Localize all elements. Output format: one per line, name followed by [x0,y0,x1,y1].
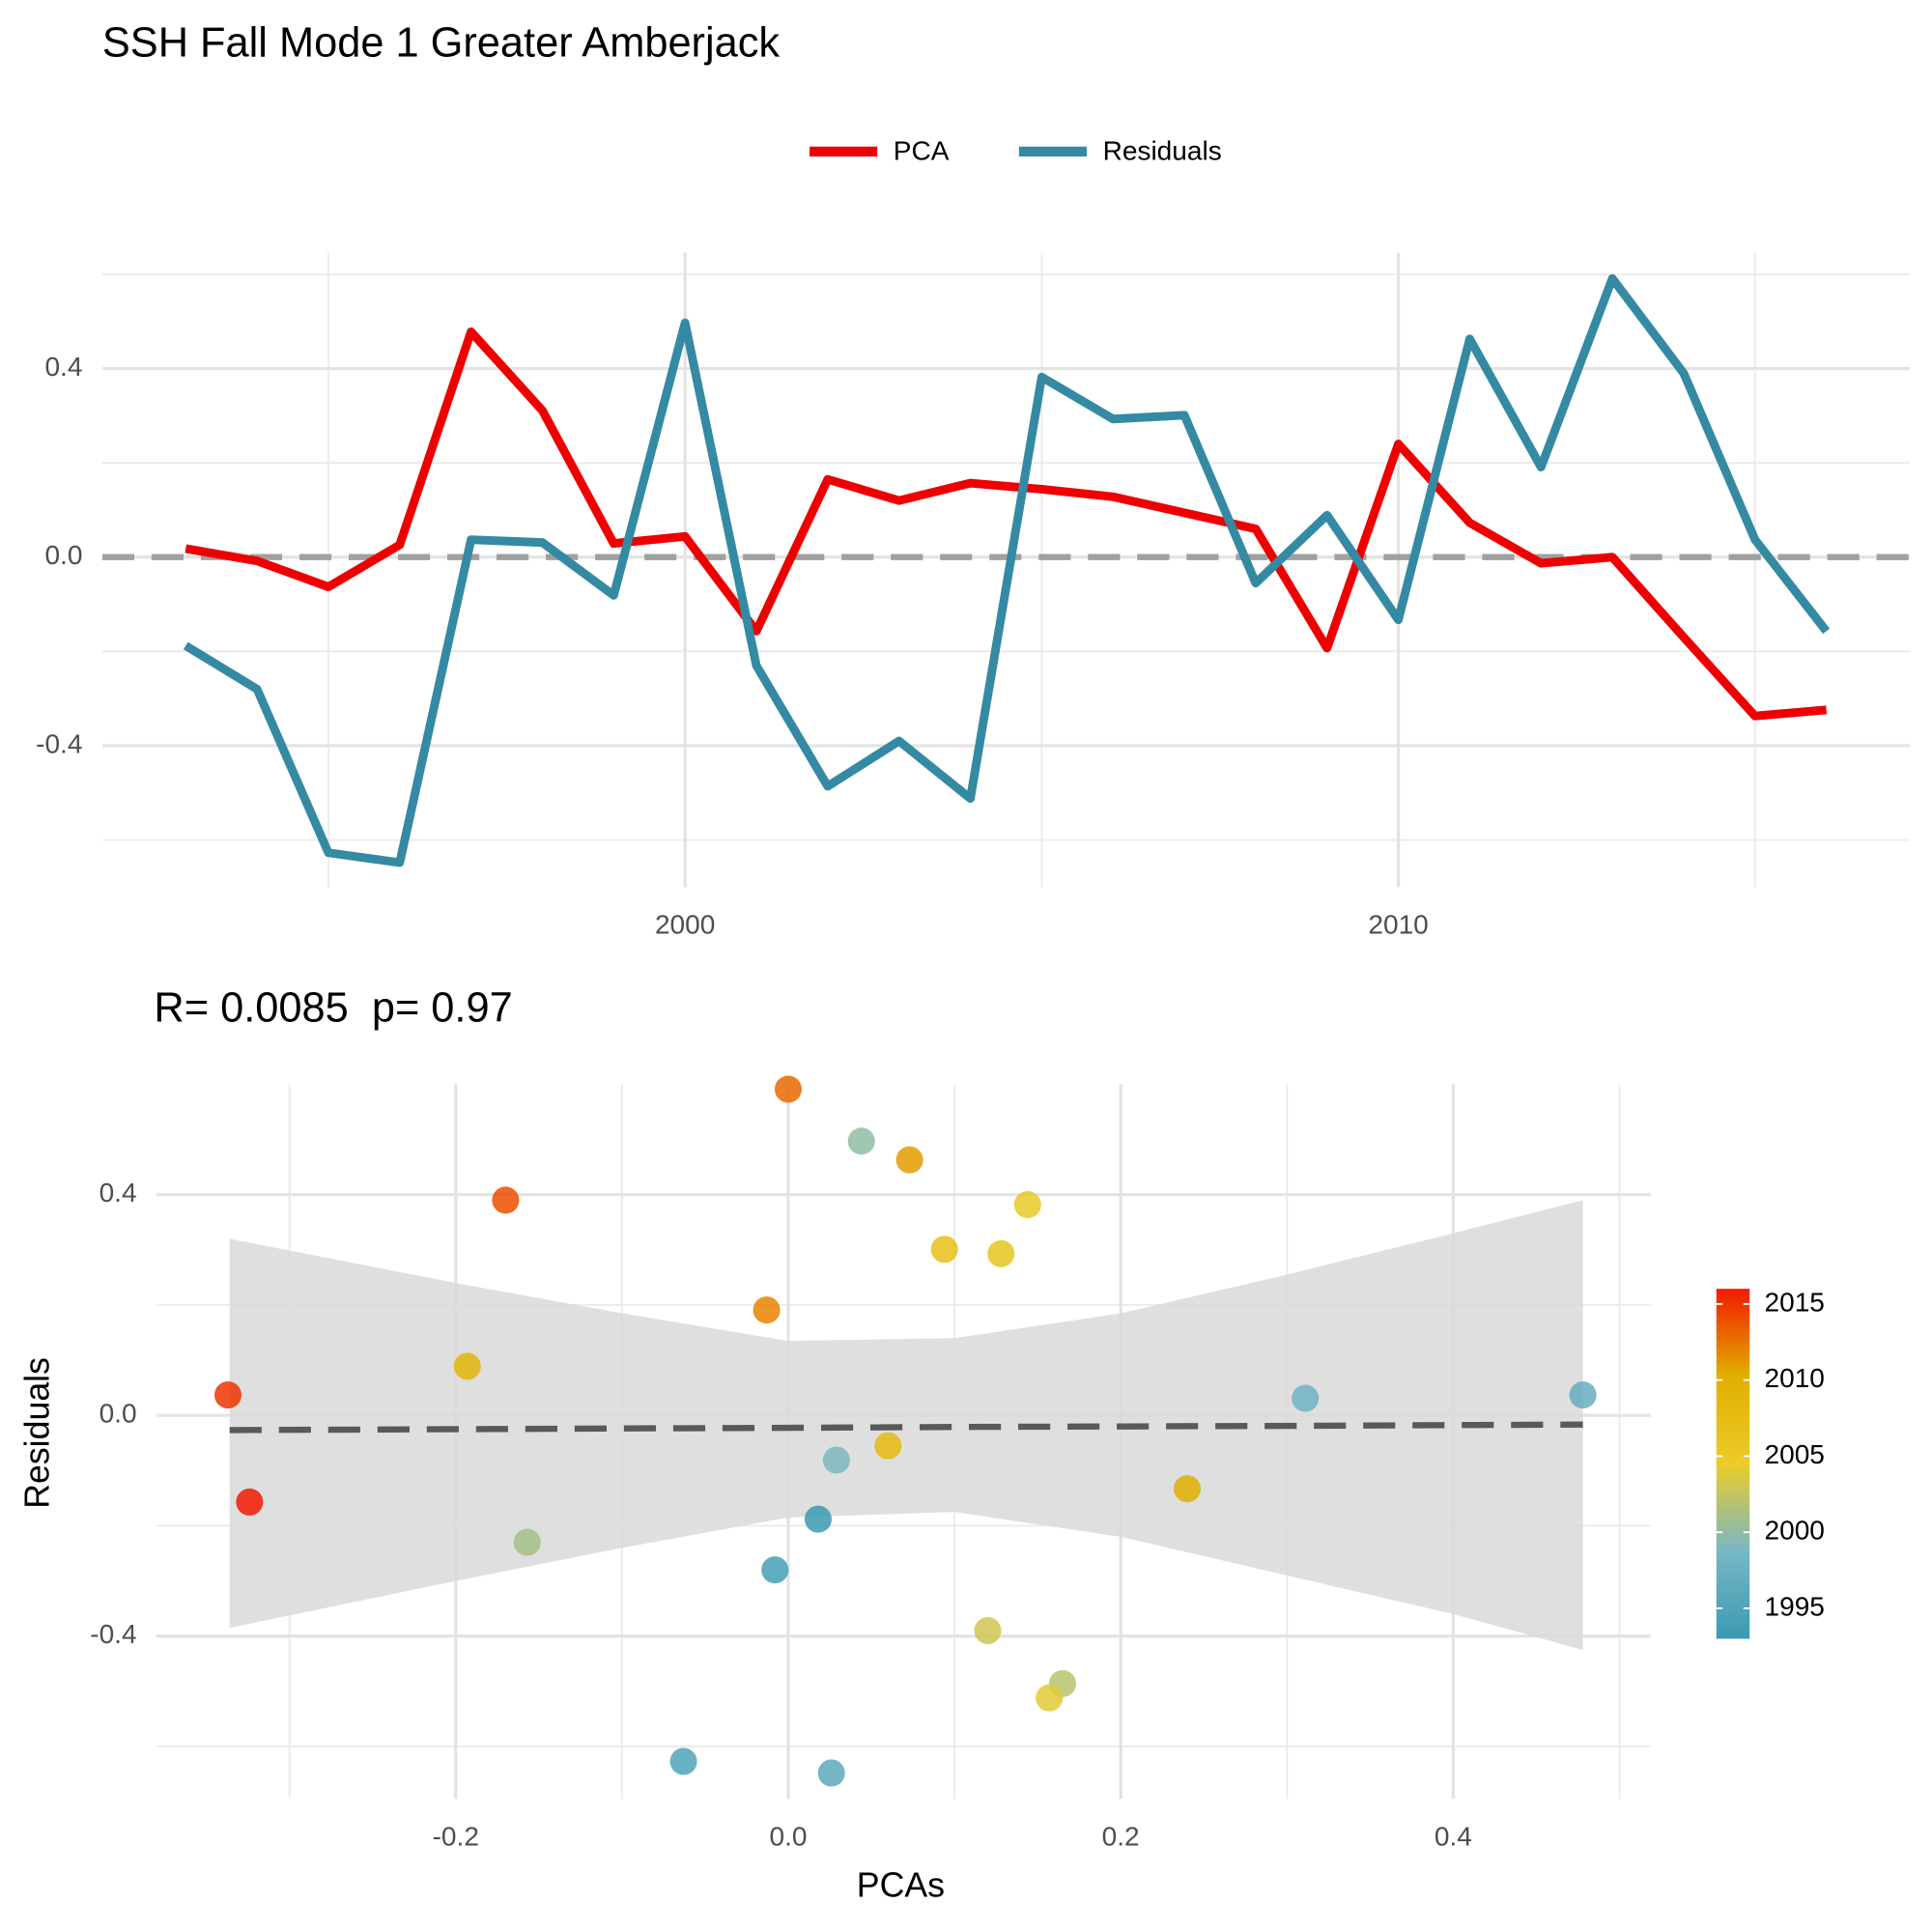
point [1569,1381,1597,1409]
x-tick-label: 0.4 [1435,1821,1472,1851]
chart-title: SSH Fall Mode 1 Greater Amberjack [102,20,781,67]
y-tick-label: 0.0 [99,1399,137,1429]
y-tick-label: -0.4 [90,1619,136,1649]
x-tick-label: -0.2 [433,1821,479,1851]
point [492,1186,520,1214]
colorbar-label: 2015 [1765,1287,1825,1317]
point [874,1432,902,1460]
x-axis-label: PCAs [857,1866,945,1905]
point [753,1296,781,1324]
colorbar-label: 1995 [1765,1591,1825,1621]
colorbar-label: 2010 [1765,1363,1825,1393]
point [822,1446,850,1474]
point [213,1381,242,1409]
x-tick-label: 0.0 [769,1821,807,1851]
point [804,1505,832,1533]
point [513,1528,541,1556]
point [1036,1684,1064,1712]
colorbar [1716,1289,1750,1639]
y-tick-label: -0.4 [36,728,82,758]
series-line [185,327,1828,721]
x-tick-label: 2000 [655,910,715,940]
x-tick-label: 0.2 [1102,1821,1140,1851]
colorbar-label: 2005 [1765,1439,1825,1469]
point [847,1127,875,1155]
legend-label: Residuals [1103,136,1222,166]
y-tick-label: 0.0 [44,540,82,570]
point [236,1488,264,1516]
scatter-subtitle: R= 0.0085 p= 0.97 [154,984,512,1031]
point [1173,1475,1202,1503]
point [817,1759,845,1787]
confidence-band [229,1200,1583,1651]
point [895,1146,923,1174]
x-tick-label: 2010 [1368,910,1428,940]
point [974,1616,1002,1645]
legend-label: PCA [894,136,950,166]
point [1013,1190,1041,1219]
point [761,1556,789,1584]
point [1292,1384,1320,1412]
y-tick-label: 0.4 [99,1178,137,1208]
point [930,1236,958,1264]
y-axis-label: Residuals [17,1357,56,1509]
y-tick-label: 0.4 [44,352,82,382]
point [774,1075,803,1103]
point [987,1239,1015,1267]
series-line [183,273,1831,867]
colorbar-label: 2000 [1765,1516,1825,1546]
point [453,1352,481,1380]
point [669,1747,697,1776]
